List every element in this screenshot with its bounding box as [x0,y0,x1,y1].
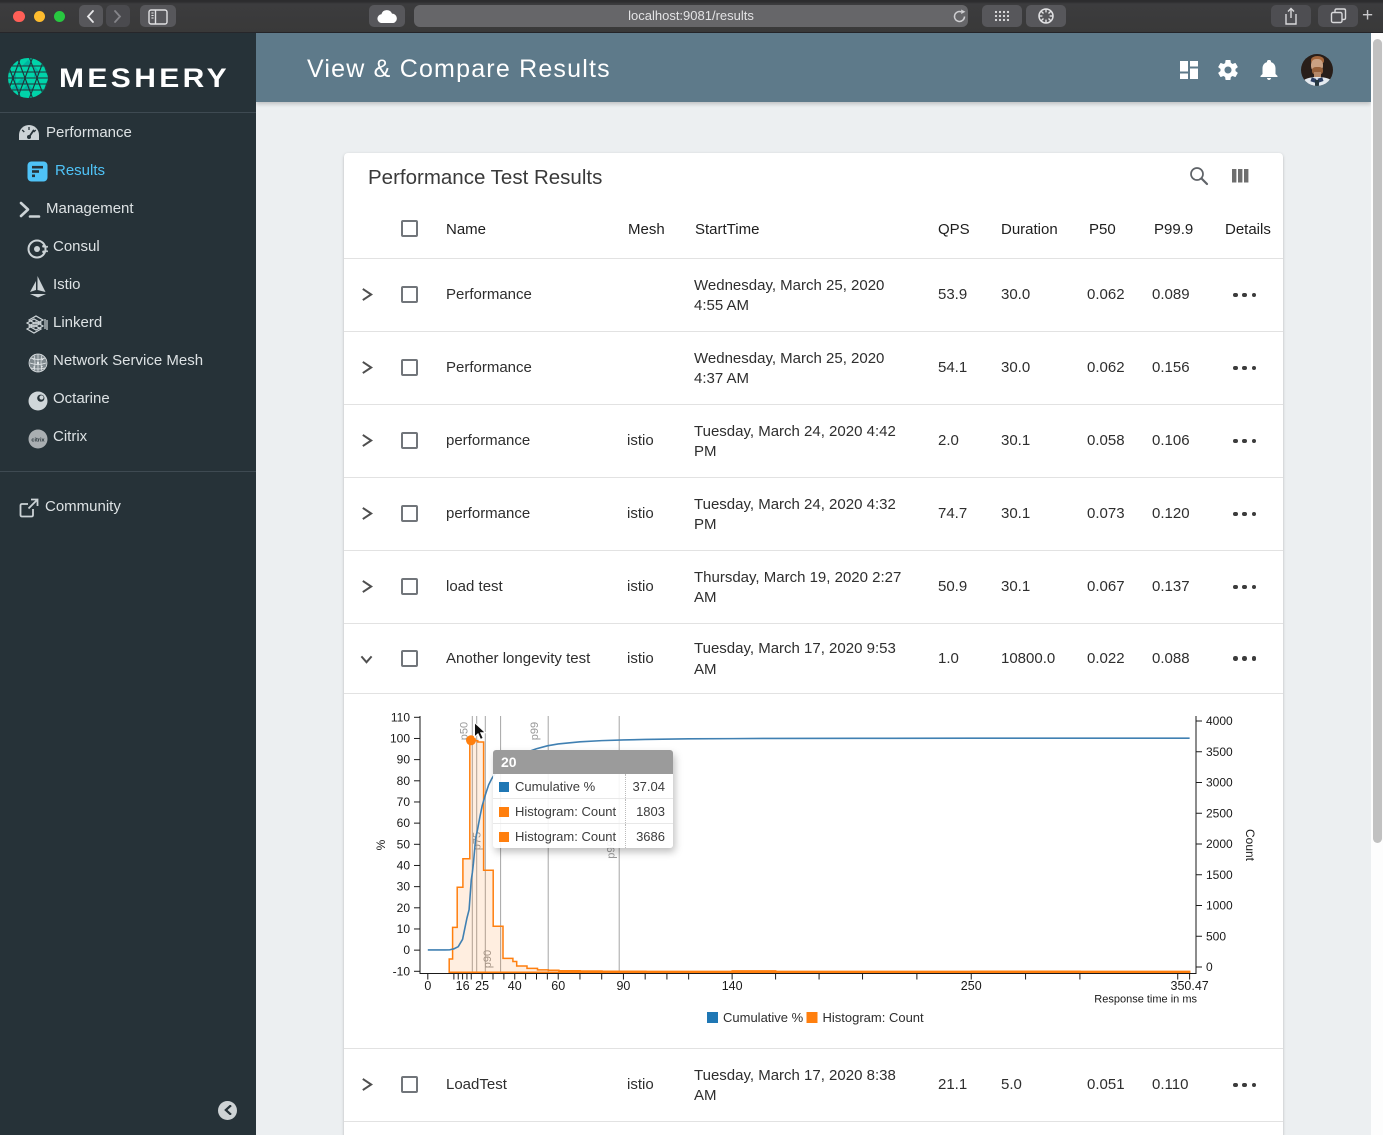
svg-text:Cumulative %: Cumulative % [723,1010,804,1025]
svg-text:1000: 1000 [1206,899,1233,913]
svg-text:50: 50 [397,837,411,851]
svg-text:140: 140 [722,979,743,993]
svg-text:90: 90 [397,753,411,767]
svg-text:Response time in ms: Response time in ms [1094,994,1197,1006]
svg-text:3000: 3000 [1206,776,1233,790]
svg-text:%: % [374,839,388,850]
svg-text:100: 100 [390,731,410,745]
svg-text:4000: 4000 [1206,714,1233,728]
svg-text:0: 0 [1206,960,1213,974]
svg-text:90: 90 [616,979,630,993]
svg-text:30: 30 [397,880,411,894]
svg-text:0: 0 [424,979,431,993]
svg-text:1500: 1500 [1206,868,1233,882]
svg-text:350.47: 350.47 [1171,979,1209,993]
svg-text:20: 20 [397,901,411,915]
svg-text:citrix: citrix [31,438,45,444]
svg-text:500: 500 [1206,929,1226,943]
svg-text:60: 60 [551,979,565,993]
svg-text:80: 80 [397,774,411,788]
svg-text:60: 60 [397,816,411,830]
svg-text:40: 40 [397,858,411,872]
svg-text:Histogram: Count: Histogram: Count [823,1010,925,1025]
svg-text:2500: 2500 [1206,806,1233,820]
svg-text:70: 70 [397,795,411,809]
svg-text:110: 110 [391,710,410,724]
svg-text:p99: p99 [529,722,541,740]
svg-text:p50: p50 [459,722,471,740]
svg-text:p90: p90 [482,950,494,968]
svg-text:Count: Count [1243,829,1257,862]
svg-text:0: 0 [403,943,410,957]
svg-text:10: 10 [397,922,411,936]
svg-text:16: 16 [456,979,470,993]
svg-text:3500: 3500 [1206,745,1233,759]
svg-text:25: 25 [475,979,489,993]
svg-text:250: 250 [961,979,982,993]
svg-text:2000: 2000 [1206,837,1233,851]
svg-text:-10: -10 [393,964,411,978]
svg-text:40: 40 [508,979,522,993]
